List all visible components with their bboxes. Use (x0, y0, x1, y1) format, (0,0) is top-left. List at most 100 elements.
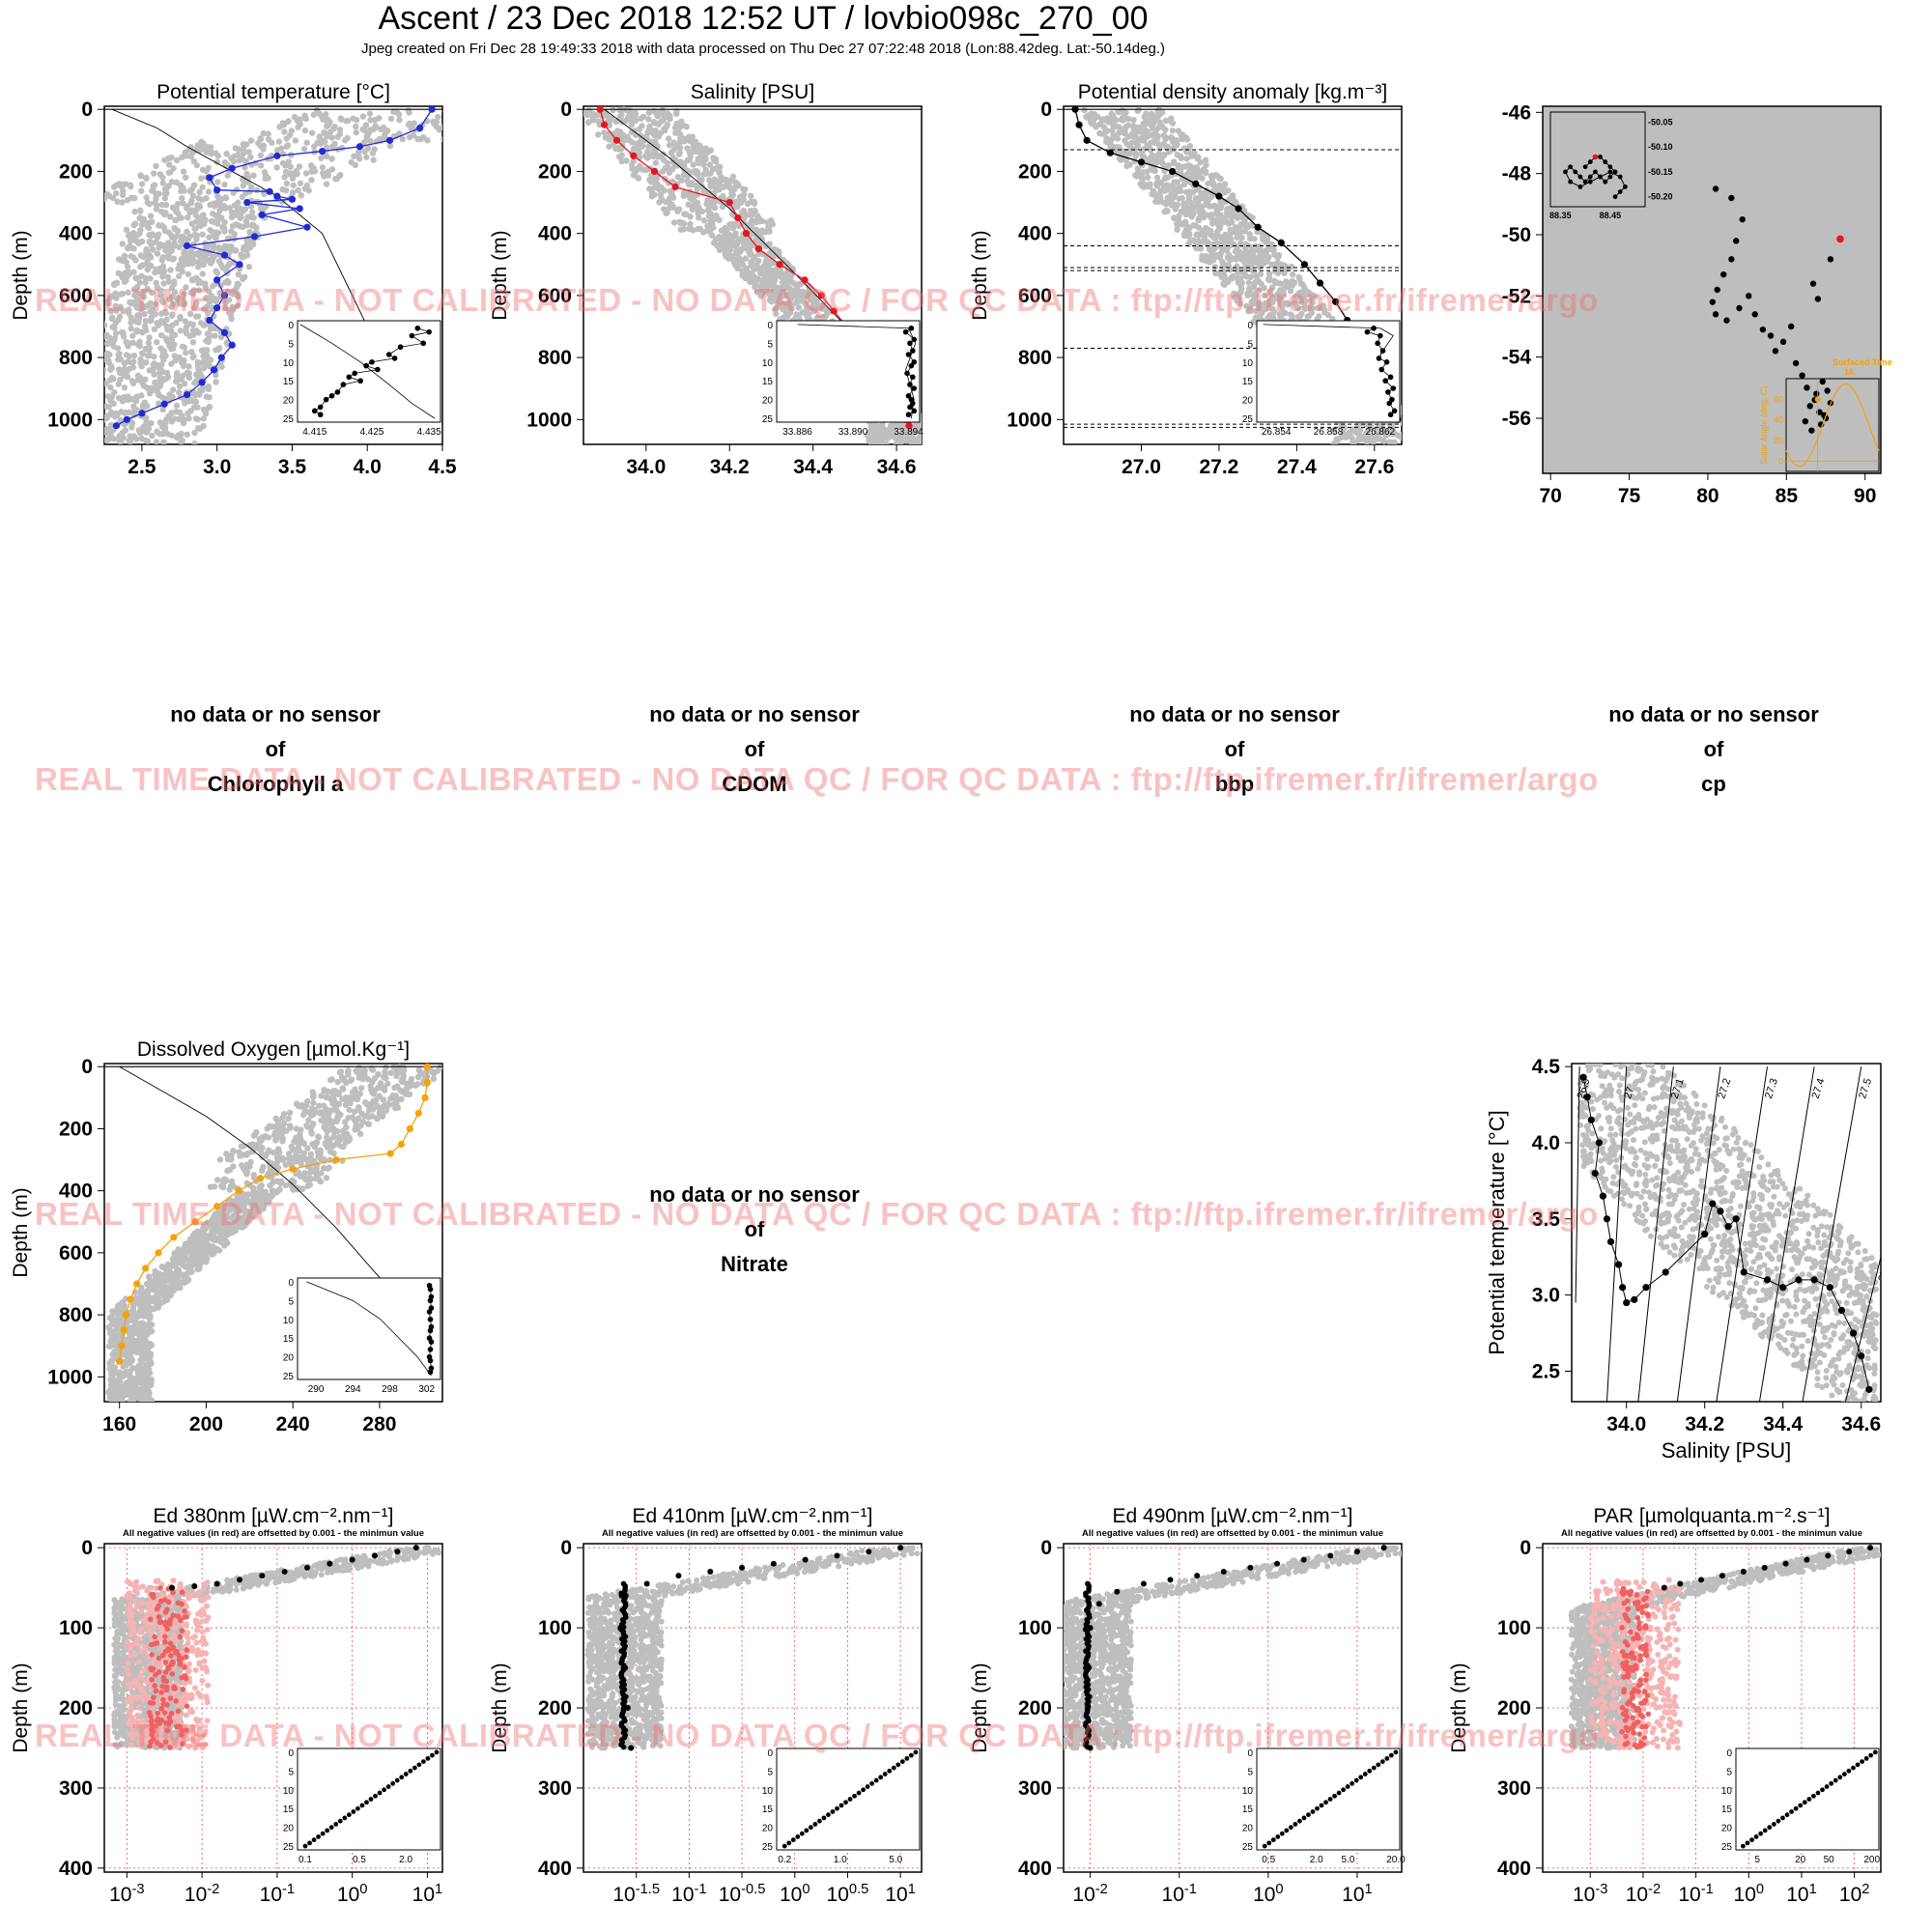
temp-history-point (153, 383, 160, 390)
dens-history-point (1195, 231, 1202, 239)
temp-history-point (165, 169, 172, 176)
temp-history-point (119, 241, 127, 247)
temp-history-point (110, 281, 118, 288)
temp-history-point (250, 214, 257, 221)
temp-history-point (110, 184, 118, 190)
temp-history-point (294, 117, 301, 125)
temp-history-point (218, 363, 225, 370)
dens-xtick-label: 27.2 (1199, 456, 1238, 478)
temp-history-point (186, 332, 193, 340)
sal-history-point (748, 251, 755, 259)
dens-history-point (1341, 425, 1348, 432)
sal-history-point (772, 306, 780, 313)
temp-history-point (201, 305, 208, 312)
temp-history-point (151, 371, 157, 378)
dens-history-point (1108, 110, 1115, 117)
temp-history-point (235, 293, 242, 300)
temp-history-point (199, 166, 207, 174)
sal-history-point (684, 145, 691, 152)
temp-history-point (279, 185, 286, 193)
temp-history-point (179, 154, 185, 160)
temp-inset-reference-line (299, 324, 436, 419)
dens-history-point (1264, 258, 1271, 265)
sal-history-point (684, 178, 692, 185)
dens-history-point (1211, 264, 1219, 270)
dens-xtick-label: 27.0 (1122, 456, 1161, 478)
dens-history-point (1138, 181, 1146, 187)
dens-history-point (1304, 313, 1312, 320)
temp-profile-point (318, 147, 327, 156)
temp-history-point (153, 206, 160, 213)
sal-history-point (762, 284, 769, 291)
temp-history-point (192, 225, 199, 232)
dens-ytick-label: 200 (1018, 160, 1052, 183)
sal-history-point (681, 138, 688, 145)
dens-profile-point (1106, 149, 1114, 156)
sal-history-point (641, 153, 649, 159)
temp-history-point (283, 180, 291, 187)
temp-history-point (199, 231, 206, 238)
temp-history-point (171, 341, 178, 348)
temp-inset-xtick-label: 4.425 (359, 427, 384, 438)
temp-history-point (320, 137, 327, 144)
sal-history-point (685, 201, 692, 209)
dens-history-point (1331, 440, 1339, 444)
temp-profile-point (112, 422, 121, 430)
dens-history-point (1250, 243, 1257, 251)
temp-history-point (185, 363, 192, 370)
dens-history-point (1337, 434, 1345, 441)
dens-history-point (1403, 407, 1408, 412)
dens-history-point (1239, 250, 1246, 258)
temp-history-point (107, 384, 114, 391)
dens-ytick-label: 800 (1018, 347, 1052, 369)
dens-history-point (1280, 308, 1287, 316)
temp-history-point (372, 123, 379, 129)
dens-history-point (1253, 272, 1261, 280)
dens-history-point (1176, 195, 1182, 202)
sal-history-point (712, 198, 719, 205)
sal-profile-point (630, 152, 638, 159)
dens-inset-xtick-label: 26.854 (1262, 427, 1292, 438)
temp-history-point (160, 224, 168, 231)
dens-history-point (1316, 313, 1322, 320)
temp-history-point (93, 333, 99, 339)
temp-history-point (396, 116, 403, 124)
dens-history-point (1193, 164, 1200, 171)
temp-history-point (236, 146, 242, 153)
temp-history-point (187, 199, 195, 207)
temp-history-point (441, 109, 442, 113)
dens-history-point (1256, 264, 1264, 270)
temp-history-point (82, 379, 88, 384)
dens-history-point (1190, 222, 1197, 229)
sal-xtick-label: 34.0 (626, 456, 666, 478)
temp-history-point (455, 134, 461, 140)
sal-history-point (769, 249, 776, 256)
sal-xtick-label: 34.4 (793, 456, 833, 478)
sal-inset-line (904, 327, 915, 415)
temp-history-point (265, 136, 272, 143)
temp-profile-point (138, 410, 146, 417)
temp-history-point (164, 273, 172, 281)
temp-inset-marks (299, 324, 436, 419)
temp-history-point (138, 181, 146, 187)
sal-history-point (711, 204, 719, 212)
sal-profile-point (776, 261, 783, 269)
sal-history-point (795, 304, 803, 311)
temp-history-point (222, 194, 229, 201)
temp-history-point (387, 115, 395, 123)
oxy-history-point (315, 1102, 323, 1109)
temp-history-point (199, 270, 206, 277)
sal-history-point (735, 261, 742, 268)
temp-history-point (146, 334, 153, 341)
sal-history-point (656, 153, 663, 159)
temp-history-point (275, 138, 283, 145)
temp-history-point (71, 436, 76, 441)
temp-history-point (169, 386, 177, 393)
temp-history-point (158, 201, 166, 209)
dens-history-point (1285, 300, 1292, 308)
sal-history-point (698, 150, 706, 156)
dens-history-point (1249, 249, 1257, 257)
temp-history-point (167, 267, 174, 273)
temp-history-point (146, 238, 154, 244)
dens-history-point (1144, 174, 1151, 181)
